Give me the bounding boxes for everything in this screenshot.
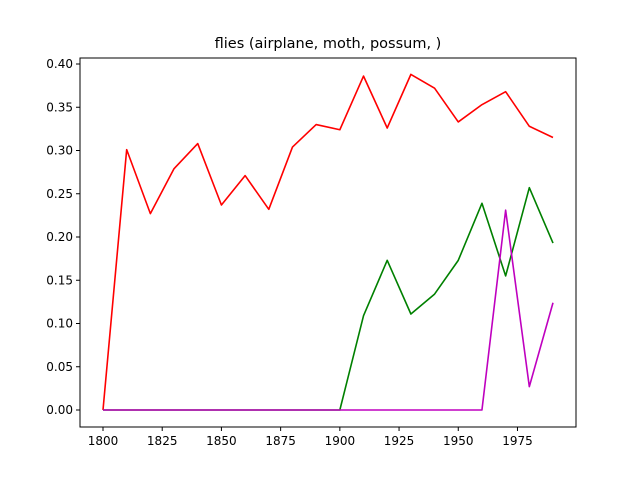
series-lines <box>102 73 554 411</box>
y-tick-label: 0.15 <box>46 273 73 287</box>
series-line-3 <box>103 209 554 411</box>
x-tick-label: 1925 <box>384 434 415 448</box>
plot-frame <box>79 57 577 428</box>
y-axis: 0.00 0.05 0.10 0.15 0.20 0.25 0.30 0.35 0.40 <box>46 57 80 417</box>
y-tick-label: 0.35 <box>46 100 73 114</box>
x-tick-label: 1850 <box>206 434 237 448</box>
series-line-1 <box>102 73 554 411</box>
x-axis: 1800 1825 1850 1875 1900 1925 1950 1975 <box>88 427 533 448</box>
x-tick-label: 1800 <box>88 434 119 448</box>
y-tick-label: 0.30 <box>46 144 73 158</box>
y-tick-label: 0.10 <box>46 317 73 331</box>
x-tick-label: 1950 <box>443 434 474 448</box>
x-tick-label: 1900 <box>325 434 356 448</box>
y-tick-label: 0.05 <box>46 360 73 374</box>
y-tick-label: 0.25 <box>46 187 73 201</box>
chart-title: flies (airplane, moth, possum, ) <box>215 36 442 52</box>
y-tick-label: 0.20 <box>46 230 73 244</box>
x-tick-label: 1875 <box>265 434 296 448</box>
x-tick-label: 1825 <box>147 434 178 448</box>
y-tick-label: 0.00 <box>46 403 73 417</box>
x-tick-label: 1975 <box>502 434 533 448</box>
y-tick-label: 0.40 <box>46 57 73 71</box>
